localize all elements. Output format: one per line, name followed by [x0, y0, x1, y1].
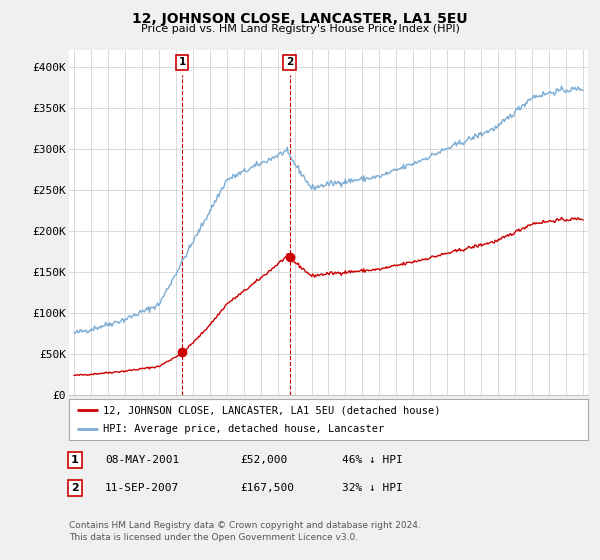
Text: 12, JOHNSON CLOSE, LANCASTER, LA1 5EU (detached house): 12, JOHNSON CLOSE, LANCASTER, LA1 5EU (d…	[103, 405, 440, 415]
Text: £52,000: £52,000	[240, 455, 287, 465]
Text: 2: 2	[71, 483, 79, 493]
Text: 1: 1	[71, 455, 79, 465]
Text: 32% ↓ HPI: 32% ↓ HPI	[342, 483, 403, 493]
Text: 46% ↓ HPI: 46% ↓ HPI	[342, 455, 403, 465]
Text: 2: 2	[286, 58, 293, 67]
Text: This data is licensed under the Open Government Licence v3.0.: This data is licensed under the Open Gov…	[69, 533, 358, 542]
Text: 11-SEP-2007: 11-SEP-2007	[105, 483, 179, 493]
Text: Price paid vs. HM Land Registry's House Price Index (HPI): Price paid vs. HM Land Registry's House …	[140, 24, 460, 34]
Text: Contains HM Land Registry data © Crown copyright and database right 2024.: Contains HM Land Registry data © Crown c…	[69, 521, 421, 530]
Text: 12, JOHNSON CLOSE, LANCASTER, LA1 5EU: 12, JOHNSON CLOSE, LANCASTER, LA1 5EU	[132, 12, 468, 26]
Text: £167,500: £167,500	[240, 483, 294, 493]
Text: 08-MAY-2001: 08-MAY-2001	[105, 455, 179, 465]
Text: 1: 1	[178, 58, 185, 67]
Text: HPI: Average price, detached house, Lancaster: HPI: Average price, detached house, Lanc…	[103, 424, 384, 433]
